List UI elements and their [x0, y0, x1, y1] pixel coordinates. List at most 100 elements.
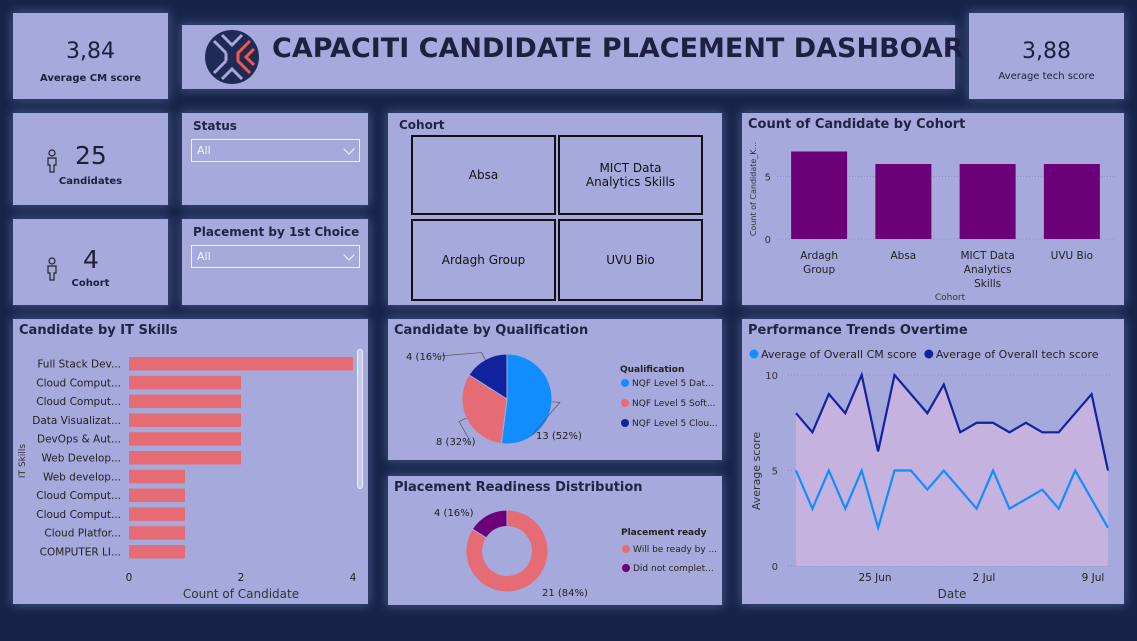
donut-hole	[482, 526, 532, 576]
leader-line	[531, 401, 561, 436]
qualification-chart-card: Candidate by Qualification 13 (52%) 8 (32…	[387, 318, 723, 461]
bar	[875, 164, 932, 239]
header-banner: CAPACITI CANDIDATE PLACEMENT DASHBOARD	[181, 24, 986, 90]
it-skills-chart: Full Stack Dev... Cloud Comput... Cloud Co…	[18, 357, 357, 601]
y-tick-label: Cloud Comput...	[36, 377, 121, 389]
pie-slice	[468, 353, 508, 400]
status-dropdown-value: All	[197, 144, 211, 157]
chevron-down-icon	[343, 143, 355, 155]
series-line	[794, 467, 1109, 532]
x-tick-label: Absa	[890, 250, 916, 262]
y-tick-label: Web Develop...	[42, 453, 121, 465]
slicer-status-title: Status	[193, 119, 237, 133]
legend-marker	[621, 399, 629, 407]
it-skills-chart-card: Candidate by IT Skills Full Stack Dev...…	[12, 318, 369, 605]
y-tick-label: 5	[772, 467, 778, 478]
bar	[129, 413, 241, 427]
qualification-pie-chart: 13 (52%) 8 (32%) 4 (16%) Qualification NQF L…	[406, 352, 718, 448]
leader-line	[458, 417, 471, 442]
y-tick-label: COMPUTER LI...	[40, 547, 121, 559]
x-tick-label: UVU Bio	[1051, 250, 1093, 262]
bar	[129, 394, 241, 409]
bar	[129, 526, 185, 540]
cohort-count-chart: 0 5 Ardagh Group Absa MICT Data Analytics Skill…	[749, 142, 1114, 303]
y-tick-label: Full Stack Dev...	[37, 359, 121, 371]
bar	[129, 488, 185, 503]
legend-label: Average of Overall CM score	[761, 348, 917, 361]
slicer-placement-title: Placement by 1st Choice	[193, 225, 360, 239]
x-tick-label: 25 Jun	[858, 572, 891, 584]
x-tick-label: Skills	[974, 278, 1001, 290]
legend-label: Did not complet...	[633, 564, 714, 574]
y-tick-label: Cloud Comput...	[36, 490, 121, 502]
bar	[129, 451, 241, 465]
area-fill	[796, 375, 1108, 566]
bar	[129, 357, 353, 371]
legend-marker	[621, 379, 629, 387]
y-axis-label: Count of Candidate_K...	[749, 142, 758, 236]
legend-marker	[924, 349, 934, 359]
bar	[129, 507, 185, 521]
data-label: 13 (52%)	[536, 431, 582, 442]
qualification-chart-title: Candidate by Qualification	[394, 323, 589, 338]
cohort-tile[interactable]: UVU Bio	[558, 219, 703, 301]
y-tick-label: 0	[765, 235, 771, 246]
cohort-tile-label: MICT Data Analytics Skills	[585, 161, 676, 189]
bar	[1043, 164, 1100, 239]
kpi-cm-label: Average CM score	[39, 73, 142, 84]
readiness-chart-card: Placement Readiness Distribution 21 (84%…	[387, 475, 723, 606]
x-tick-label: Analytics	[964, 264, 1012, 276]
kpi-cohort-label: Cohort	[71, 278, 110, 289]
status-dropdown[interactable]: All	[191, 139, 360, 162]
y-tick-label: Cloud Comput...	[36, 396, 121, 408]
data-label: 21 (84%)	[542, 588, 588, 599]
cohort-tiles-title: Cohort	[399, 118, 445, 132]
y-tick-label: Cloud Platfor...	[44, 528, 121, 540]
x-axis-label: Cohort	[935, 293, 966, 303]
cohort-tile[interactable]: MICT Data Analytics Skills	[558, 135, 703, 215]
kpi-candidates-label: Candidates	[58, 176, 123, 187]
kpi-card-candidates: 25 Candidates	[12, 112, 169, 206]
person-icon	[45, 257, 59, 285]
trends-chart-title: Performance Trends Overtime	[748, 323, 968, 338]
legend-marker	[749, 349, 759, 359]
cohort-tile[interactable]: Absa	[411, 135, 556, 215]
kpi-tech-value: 3,88	[1022, 39, 1071, 64]
cohort-count-chart-card: Count of Candidate by Cohort 0 5 Ardagh Gro…	[741, 112, 1125, 306]
y-axis-label: Average score	[750, 432, 763, 510]
it-skills-scrollbar[interactable]	[357, 349, 363, 489]
legend-label: Average of Overall tech score	[936, 348, 1099, 361]
legend-label: NQF Level 5 Clou...	[632, 419, 718, 429]
kpi-card-tech: 3,88 Average tech score	[968, 12, 1125, 100]
x-tick-label: Group	[803, 264, 835, 276]
slicer-status: Status All	[181, 112, 369, 206]
y-tick-label: Web develop...	[43, 471, 121, 483]
kpi-cm-value: 3,84	[66, 39, 115, 64]
x-tick-label: Ardagh	[800, 250, 838, 262]
bar	[129, 375, 241, 390]
kpi-tech-label: Average tech score	[998, 71, 1095, 82]
trends-line-chart: 0 5 10 25 Jun 2 Jul 9 Jul Date Average score Ave…	[749, 348, 1112, 601]
x-tick-label: 0	[126, 572, 133, 584]
readiness-donut-chart: 21 (84%) 4 (16%) Placement ready Will be re…	[434, 508, 717, 599]
bar	[129, 432, 241, 446]
x-tick-label: 9 Jul	[1082, 572, 1105, 584]
cohort-tile[interactable]: Ardagh Group	[411, 219, 556, 301]
y-tick-label: 0	[772, 562, 778, 573]
kpi-card-cm: 3,84 Average CM score	[12, 12, 169, 100]
slicer-placement: Placement by 1st Choice All	[181, 218, 369, 306]
leader-line	[439, 352, 486, 360]
person-icon	[45, 149, 59, 177]
y-tick-label: 5	[765, 173, 771, 184]
legend-marker	[621, 419, 629, 427]
placement-dropdown[interactable]: All	[191, 245, 360, 268]
y-axis-label: IT Skills	[18, 444, 28, 478]
cohort-tile-label: UVU Bio	[606, 253, 655, 267]
y-tick-label: Cloud Comput...	[36, 509, 121, 521]
pie-slice	[500, 353, 553, 445]
legend-marker	[622, 545, 630, 553]
x-tick-label: 2	[238, 572, 245, 584]
legend-title: Qualification	[620, 365, 684, 375]
y-tick-label: Data Visualizat...	[32, 415, 121, 427]
kpi-cohort-value: 4	[83, 245, 99, 274]
